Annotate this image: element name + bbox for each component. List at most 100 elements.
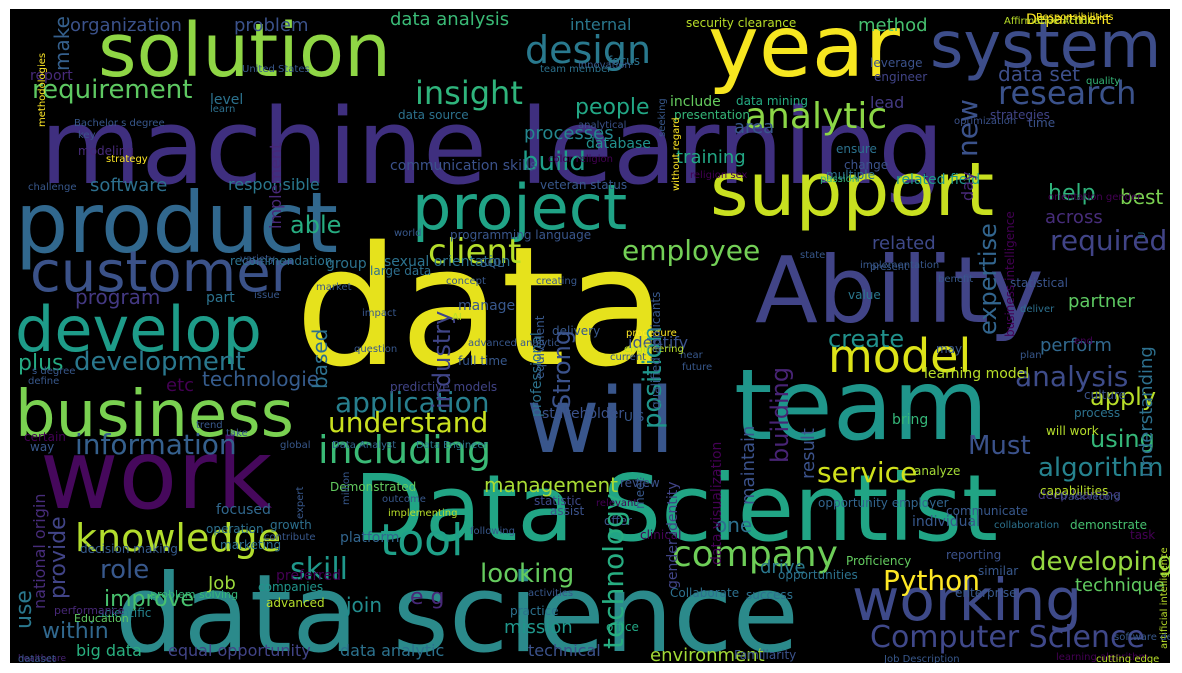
word: expertise bbox=[974, 223, 1002, 335]
word: communication skills bbox=[390, 158, 538, 174]
word: organization bbox=[70, 15, 182, 36]
word: will bbox=[526, 369, 675, 474]
word: modeling bbox=[78, 144, 134, 158]
word: Data Engineer bbox=[416, 440, 488, 451]
word: implement bbox=[266, 142, 285, 229]
word: benefit bbox=[938, 274, 974, 285]
word: learn bbox=[210, 104, 236, 115]
word: track record bbox=[1060, 492, 1121, 503]
word: following bbox=[470, 526, 515, 537]
word: qualified applicants bbox=[649, 291, 663, 409]
word: role bbox=[100, 555, 150, 585]
word: model bbox=[828, 329, 972, 383]
word: success bbox=[746, 588, 793, 602]
word: concept bbox=[446, 276, 486, 287]
word: optimization bbox=[954, 116, 1017, 127]
word: activities bbox=[528, 588, 574, 599]
word: veteran status bbox=[540, 178, 628, 192]
word: etc bbox=[166, 375, 195, 396]
word: Bachelor s degree bbox=[74, 118, 165, 129]
word: requirement bbox=[32, 75, 193, 105]
word: technique bbox=[1075, 575, 1165, 596]
word: quality bbox=[1086, 76, 1121, 87]
word: capabilities bbox=[1040, 484, 1109, 498]
word: U S bbox=[624, 410, 645, 424]
word: knowledge bbox=[75, 516, 281, 560]
word: report bbox=[30, 68, 73, 84]
word: meet bbox=[633, 477, 647, 509]
word: across bbox=[1045, 207, 1103, 228]
word: make bbox=[50, 16, 74, 71]
word: seeking bbox=[657, 98, 668, 137]
word: looking bbox=[480, 559, 575, 589]
word: SQL bbox=[480, 256, 504, 270]
word: opportunities bbox=[778, 568, 858, 582]
word: demonstrate bbox=[1070, 518, 1147, 532]
word: best bbox=[1120, 185, 1164, 209]
word: day bbox=[958, 171, 977, 201]
word: sexual orientation bbox=[384, 254, 511, 270]
word: procedure bbox=[626, 328, 677, 339]
word: training bbox=[676, 147, 746, 168]
word: deliver bbox=[1020, 304, 1055, 315]
word: mission bbox=[504, 617, 573, 638]
word: orientation gender bbox=[1048, 192, 1142, 203]
word-cloud: data machine learning Data Scientist dat… bbox=[10, 9, 1170, 663]
word: culture bbox=[1084, 388, 1126, 402]
word: product bbox=[15, 174, 339, 272]
word: Data Scientist bbox=[354, 455, 998, 562]
word: scientific bbox=[98, 606, 152, 620]
word: innovation bbox=[578, 60, 631, 71]
word: value bbox=[848, 288, 881, 302]
word: strategy bbox=[106, 154, 148, 165]
word: opportunity employer bbox=[818, 496, 949, 510]
word: service bbox=[817, 456, 918, 489]
word: help bbox=[1048, 181, 1096, 206]
word: application bbox=[335, 386, 490, 419]
word: plus bbox=[18, 351, 64, 376]
word: provide bbox=[46, 516, 71, 599]
word: data mining bbox=[736, 94, 809, 108]
word: full time bbox=[458, 354, 508, 368]
word: partner bbox=[1068, 291, 1135, 312]
word: large data bbox=[370, 264, 432, 278]
word: method bbox=[858, 15, 928, 36]
word: Must bbox=[968, 431, 1031, 461]
word: recommendation bbox=[230, 254, 333, 268]
word: engineer bbox=[874, 70, 928, 84]
word: identify bbox=[628, 333, 689, 352]
word: one bbox=[715, 513, 753, 537]
word: Education bbox=[74, 612, 129, 625]
word: employee bbox=[622, 234, 761, 267]
word: near bbox=[680, 350, 703, 361]
word: will work bbox=[1046, 424, 1099, 438]
word: relevant bbox=[596, 498, 638, 509]
word: part bbox=[206, 290, 235, 306]
word: perform bbox=[1040, 335, 1112, 356]
word: assist bbox=[550, 504, 585, 518]
word: platform bbox=[340, 530, 400, 546]
word: Demonstrated bbox=[330, 480, 417, 494]
word: creating bbox=[536, 276, 578, 287]
word: machine learning bbox=[40, 86, 945, 208]
word: technical bbox=[528, 641, 601, 660]
word: Proficiency bbox=[846, 554, 912, 568]
word: cutting edge bbox=[1096, 654, 1160, 664]
word: enterprise bbox=[955, 586, 1017, 600]
word: management bbox=[484, 473, 618, 497]
word: advanced analytic bbox=[468, 338, 560, 349]
word: related bbox=[872, 233, 936, 254]
word: s degree bbox=[32, 366, 76, 377]
word: build bbox=[522, 147, 586, 177]
word: understand bbox=[328, 406, 489, 439]
word: task bbox=[1130, 528, 1156, 542]
word: join bbox=[346, 593, 383, 617]
word: individual bbox=[912, 514, 980, 530]
word: business intelligence bbox=[1003, 211, 1017, 337]
word: research bbox=[998, 74, 1137, 112]
word: Data Analyst bbox=[332, 440, 397, 451]
word: team member bbox=[540, 64, 612, 75]
word: challenge bbox=[28, 182, 77, 193]
word: ensure bbox=[836, 142, 877, 156]
word: change bbox=[844, 158, 889, 172]
